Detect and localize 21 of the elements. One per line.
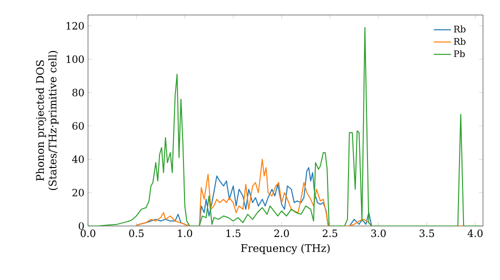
y-axis-title: Phonon projected DOS (States/THz·primitive cell) [36,50,59,190]
y-tick-label: 120 [66,22,84,30]
y-tick-label: 80 [72,88,84,96]
x-tick-label: 1.0 [178,230,192,238]
x-tick-label: 3.5 [420,230,434,238]
x-tick-label: 0.0 [80,230,96,238]
x-tick-label: 2.5 [322,230,338,238]
x-tick-label: 3.0 [371,230,386,238]
y-tick-label: 100 [66,55,84,63]
y-tick-label: 60 [72,122,84,130]
x-tick-label: 1.5 [226,230,240,238]
x-tick-label: 2.0 [274,230,289,238]
legend-label: Rb [454,38,466,45]
x-tick-label: 4.0 [468,230,483,238]
legend-label: Rb [454,26,466,32]
x-tick-label: 0.5 [129,230,144,238]
y-tick-label: 20 [72,188,84,196]
x-axis-title: Frequency (THz) [241,244,330,254]
y-tick-label: 40 [72,155,84,164]
y-tick-label: 0 [78,222,84,230]
legend-label: Pb [454,50,465,58]
